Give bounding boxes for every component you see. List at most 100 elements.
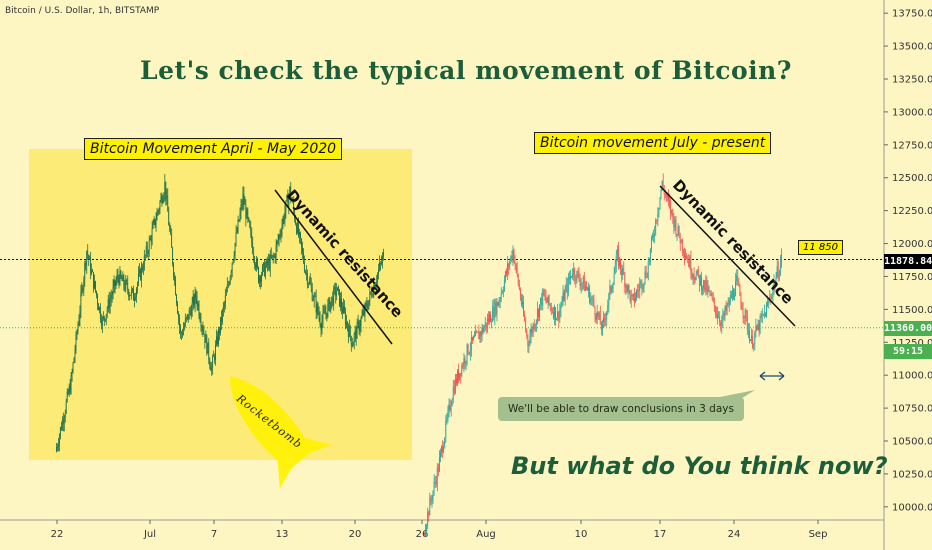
- april-may-candle: [325, 312, 327, 315]
- april-may-candle: [56, 447, 57, 452]
- y-tick-label: 11000.00: [892, 371, 932, 382]
- july-present-candle: [721, 321, 723, 326]
- july-present-candle: [653, 235, 654, 237]
- july-present-candle: [630, 294, 632, 302]
- april-may-candle: [76, 332, 78, 334]
- april-may-candle: [238, 219, 240, 221]
- april-may-candle: [190, 311, 192, 317]
- april-may-candle: [289, 186, 291, 196]
- april-may-candle: [90, 257, 91, 274]
- y-tick-label: 12500.00: [892, 173, 932, 184]
- april-may-candle: [314, 295, 316, 297]
- april-may-candle: [343, 306, 344, 314]
- july-present-candle: [649, 248, 651, 261]
- april-may-candle: [228, 283, 230, 285]
- april-may-candle: [152, 222, 154, 229]
- april-may-candle: [56, 446, 58, 448]
- july-present-candle: [643, 282, 645, 287]
- april-may-candle: [205, 335, 207, 343]
- july-present-candle: [438, 457, 440, 472]
- april-may-candle: [173, 264, 174, 277]
- july-present-candle: [567, 277, 569, 293]
- july-present-candle: [500, 292, 502, 299]
- july-present-candle: [752, 335, 753, 348]
- july-present-candle: [492, 306, 493, 322]
- july-present-candle: [771, 297, 773, 299]
- july-present-candle: [713, 298, 715, 306]
- july-present-candle: [607, 305, 609, 312]
- july-present-candle: [478, 331, 480, 340]
- april-may-candle: [175, 278, 176, 295]
- july-present-candle: [772, 288, 774, 298]
- april-may-candle: [376, 281, 377, 285]
- april-may-candle: [282, 217, 284, 226]
- july-present-candle: [594, 306, 596, 316]
- july-present-candle: [597, 311, 599, 317]
- july-present-candle: [710, 294, 712, 296]
- april-may-candle: [249, 220, 251, 228]
- july-present-candle: [448, 404, 450, 410]
- july-present-candle: [600, 324, 602, 330]
- april-may-candle: [179, 326, 181, 333]
- july-present-candle: [513, 249, 515, 263]
- april-may-candle: [382, 256, 383, 263]
- april-may-candle: [237, 219, 239, 233]
- april-may-candle: [326, 312, 328, 317]
- july-present-candle: [518, 284, 520, 290]
- april-may-candle: [312, 300, 314, 301]
- july-present-candle: [578, 272, 580, 280]
- april-may-candle: [254, 257, 255, 265]
- april-may-candle: [68, 386, 70, 395]
- july-present-candle: [558, 311, 560, 320]
- april-may-candle: [109, 299, 111, 309]
- april-may-candle: [156, 212, 158, 221]
- april-may-candle: [253, 253, 254, 258]
- april-may-candle: [257, 260, 258, 268]
- april-may-candle: [342, 308, 343, 314]
- july-present-candle: [741, 305, 743, 310]
- april-may-candle: [59, 427, 61, 436]
- july-present-candle: [696, 269, 698, 274]
- price-annotation: 11 850: [798, 240, 843, 255]
- april-may-candle: [235, 232, 237, 244]
- april-may-candle: [310, 284, 312, 288]
- july-present-candle: [726, 305, 728, 311]
- july-present-candle: [740, 295, 742, 306]
- july-present-candle: [545, 295, 547, 301]
- july-present-candle: [706, 280, 708, 292]
- july-present-candle: [443, 446, 444, 453]
- april-may-candle: [65, 400, 67, 413]
- july-present-candle: [444, 437, 446, 447]
- july-present-candle: [592, 299, 594, 300]
- july-present-candle: [704, 280, 706, 291]
- april-may-candle: [108, 298, 110, 309]
- april-may-candle: [82, 287, 84, 291]
- july-present-candle: [426, 525, 427, 531]
- july-present-candle: [731, 290, 733, 299]
- july-present-candle: [514, 262, 516, 265]
- april-may-candle: [81, 287, 83, 293]
- april-may-candle: [193, 296, 195, 306]
- july-present-candle: [746, 316, 748, 331]
- july-present-candle: [544, 295, 546, 297]
- y-tick-label: 12000.00: [892, 239, 932, 250]
- july-present-candle: [604, 318, 605, 320]
- july-present-candle: [560, 306, 562, 310]
- april-may-candle: [355, 329, 357, 339]
- july-present-candle: [728, 300, 730, 305]
- april-may-candle: [159, 201, 161, 210]
- july-present-candle: [464, 357, 466, 364]
- april-may-candle: [261, 265, 263, 276]
- april-may-candle: [147, 252, 149, 254]
- july-present-candle: [642, 286, 644, 289]
- april-may-candle: [162, 199, 164, 204]
- july-present-candle: [729, 295, 731, 305]
- april-may-candle: [206, 335, 208, 354]
- july-present-candle: [739, 285, 741, 296]
- july-present-candle: [655, 219, 657, 234]
- april-may-candle: [324, 311, 326, 315]
- july-present-candle: [644, 271, 646, 283]
- july-present-candle: [561, 302, 563, 307]
